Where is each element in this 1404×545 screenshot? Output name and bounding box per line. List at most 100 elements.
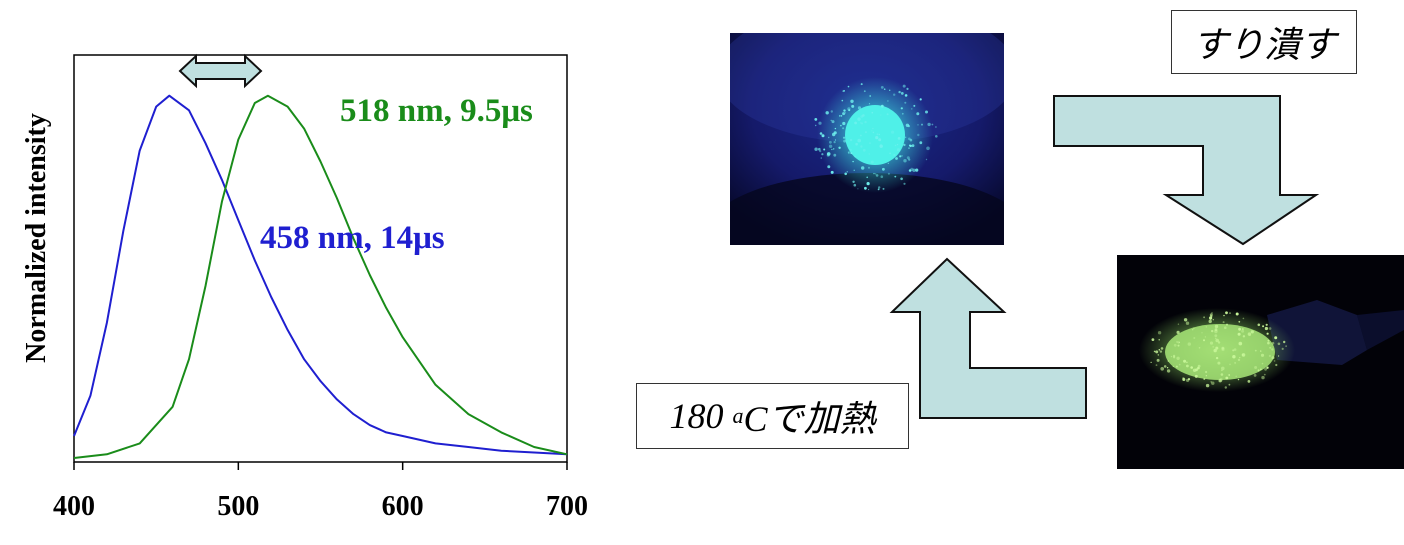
sparkle-dot <box>834 127 837 130</box>
sparkle-dot <box>819 132 823 135</box>
sparkle-dot <box>866 182 870 186</box>
sparkle-dot <box>820 157 823 159</box>
sparkle-dot <box>819 150 822 153</box>
sparkle-dot <box>903 182 906 185</box>
sparkle-dot <box>1208 319 1212 324</box>
sparkle-dot <box>1173 343 1177 347</box>
sparkle-dot <box>896 148 901 152</box>
sparkle-dot <box>1212 319 1214 321</box>
series-layer <box>73 94 568 459</box>
sparkle-dot <box>1271 341 1275 345</box>
sparkle-dot <box>875 174 879 177</box>
sparkle-dot <box>1214 324 1219 329</box>
sparkle-dot <box>912 168 916 172</box>
sparkle-dot <box>1211 315 1213 317</box>
sparkle-dot <box>1261 375 1265 380</box>
sparkle-dot <box>1151 338 1155 341</box>
sparkle-dot <box>1232 355 1236 359</box>
sparkle-dot <box>1250 330 1254 334</box>
sparkle-dot <box>868 188 870 191</box>
sparkle-dot <box>1238 327 1241 331</box>
peak-shift-double-arrow <box>178 53 263 89</box>
sparkle-dot <box>1221 346 1225 350</box>
sparkle-dot <box>840 115 843 117</box>
sparkle-dot <box>904 136 907 138</box>
photo-green-emission <box>1117 255 1404 469</box>
sparkle-dot <box>866 176 868 179</box>
sparkle-dot <box>864 131 867 134</box>
grind-arrow <box>1053 95 1320 246</box>
sparkle-dot <box>906 87 909 90</box>
sparkle-dot <box>1201 332 1203 334</box>
sparkle-dot <box>894 175 897 178</box>
sparkle-dot <box>897 137 901 140</box>
sparkle-dot <box>860 83 863 86</box>
heat-label: 180 a Cで加熱 <box>636 383 909 449</box>
sparkle-dot <box>1221 366 1225 371</box>
sparkle-dot <box>848 152 850 154</box>
sparkle-dot <box>1268 327 1272 330</box>
sparkle-dot <box>1249 334 1251 337</box>
sparkle-dot <box>1247 380 1251 383</box>
sparkle-dot <box>843 139 847 143</box>
sparkle-dot <box>873 172 875 175</box>
sparkle-dot <box>1157 354 1159 356</box>
sparkle-dot <box>879 144 883 148</box>
sparkle-dot <box>868 153 870 155</box>
sparkle-dot <box>1166 369 1171 373</box>
grind-label: すり潰す <box>1171 10 1357 74</box>
sparkle-dot <box>909 138 913 142</box>
sparkle-dot <box>857 188 859 190</box>
sparkle-dot <box>1237 358 1241 362</box>
sparkle-dot <box>935 126 937 128</box>
sparkle-dot <box>917 133 920 137</box>
x-axis-ticks: 400 500 600 700 <box>53 462 588 522</box>
sparkle-dot <box>871 111 874 114</box>
sparkle-dot <box>895 157 898 160</box>
sparkle-dot <box>1237 332 1241 336</box>
sparkle-dot <box>1262 325 1265 328</box>
sparkle-dot <box>1209 341 1214 345</box>
sparkle-dot <box>908 147 910 149</box>
sparkle-dot <box>877 188 880 191</box>
sparkle-dot <box>842 90 845 93</box>
sparkle-dot <box>833 153 837 157</box>
sparkle-dot <box>1238 341 1243 346</box>
sparkle-dot <box>1260 350 1262 352</box>
sparkle-dot <box>842 112 846 116</box>
sparkle-dot <box>880 114 882 116</box>
sparkle-dot <box>852 160 854 163</box>
sparkle-dot <box>901 112 904 115</box>
sparkle-dot <box>1182 378 1186 381</box>
sparkle-dot <box>869 142 871 144</box>
sparkle-dot <box>1271 356 1275 360</box>
grind-label-text: すり潰す <box>1191 25 1336 65</box>
sparkle-dot <box>1225 311 1228 315</box>
sparkle-dot <box>1176 341 1178 343</box>
sparkle-dot <box>1192 329 1194 331</box>
sparkle-dot <box>839 115 841 117</box>
sparkle-dot <box>1266 332 1269 335</box>
sparkle-dot <box>1159 350 1163 353</box>
sparkle-dot <box>1185 321 1190 325</box>
sparkle-dot <box>1210 381 1213 383</box>
sparkle-dot <box>1273 360 1276 362</box>
sparkle-dot <box>830 170 834 174</box>
sparkle-dot <box>903 143 906 147</box>
sparkle-dot <box>853 169 855 171</box>
sparkle-dot <box>1264 326 1268 331</box>
sparkle-dot <box>1267 339 1270 342</box>
sparkle-dot <box>860 115 864 118</box>
sparkle-dot <box>1221 369 1223 372</box>
sparkle-dot <box>850 99 854 104</box>
sparkle-dot <box>818 147 821 151</box>
sparkle-dot <box>916 112 920 116</box>
sparkle-dot <box>857 106 862 110</box>
sparkle-dot <box>1241 328 1244 331</box>
x-tick-label: 600 <box>382 491 424 522</box>
sparkle-dot <box>903 159 907 163</box>
sparkle-dot <box>900 177 903 181</box>
sparkle-dot <box>1274 336 1278 340</box>
sparkle-dot <box>844 112 847 114</box>
sparkle-dot <box>872 131 875 134</box>
